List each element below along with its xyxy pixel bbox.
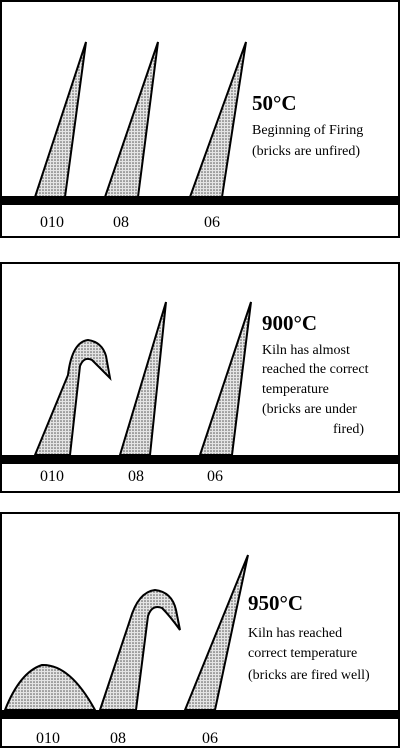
cone-label: 06	[207, 468, 223, 485]
cone	[3, 663, 97, 711]
cone	[198, 301, 252, 456]
description: fired)	[333, 422, 364, 437]
panel: 950°C Kiln has reached correct temperatu…	[0, 512, 400, 748]
description: Beginning of Firing	[252, 123, 363, 138]
panel: 50°C Beginning of Firing (bricks are unf…	[0, 0, 400, 238]
cone	[33, 41, 87, 198]
description: Kiln has reached	[248, 626, 342, 641]
temperature: 900°C	[262, 311, 317, 335]
cone	[103, 41, 159, 198]
description: (bricks are under	[262, 402, 357, 417]
panel-frame	[0, 262, 400, 493]
cone	[118, 301, 167, 456]
temperature: 50°C	[252, 91, 297, 115]
description: temperature	[262, 382, 329, 397]
cone-label: 010	[40, 468, 64, 485]
description: Kiln has almost	[262, 343, 350, 358]
cone-label: 010	[36, 730, 60, 747]
cone	[183, 554, 249, 711]
cone-label: 010	[40, 214, 64, 231]
description: (bricks are fired well)	[248, 668, 370, 683]
description: correct temperature	[248, 646, 357, 661]
base-bar	[1, 455, 399, 464]
cone-label: 06	[204, 214, 220, 231]
base-bar	[1, 196, 399, 205]
cone	[33, 338, 112, 456]
cone	[188, 41, 247, 198]
description: reached the correct	[262, 362, 369, 377]
cone-label: 06	[202, 730, 218, 747]
panel-frame	[0, 0, 400, 238]
temperature: 950°C	[248, 591, 303, 615]
cone-label: 08	[113, 214, 129, 231]
panel: 900°C Kiln has almost reached the correc…	[0, 262, 400, 493]
description: (bricks are unfired)	[252, 144, 360, 159]
cone-label: 08	[110, 730, 126, 747]
panel-frame	[0, 512, 400, 748]
base-bar	[1, 710, 399, 719]
cone-label: 08	[128, 468, 144, 485]
cone	[98, 588, 181, 711]
